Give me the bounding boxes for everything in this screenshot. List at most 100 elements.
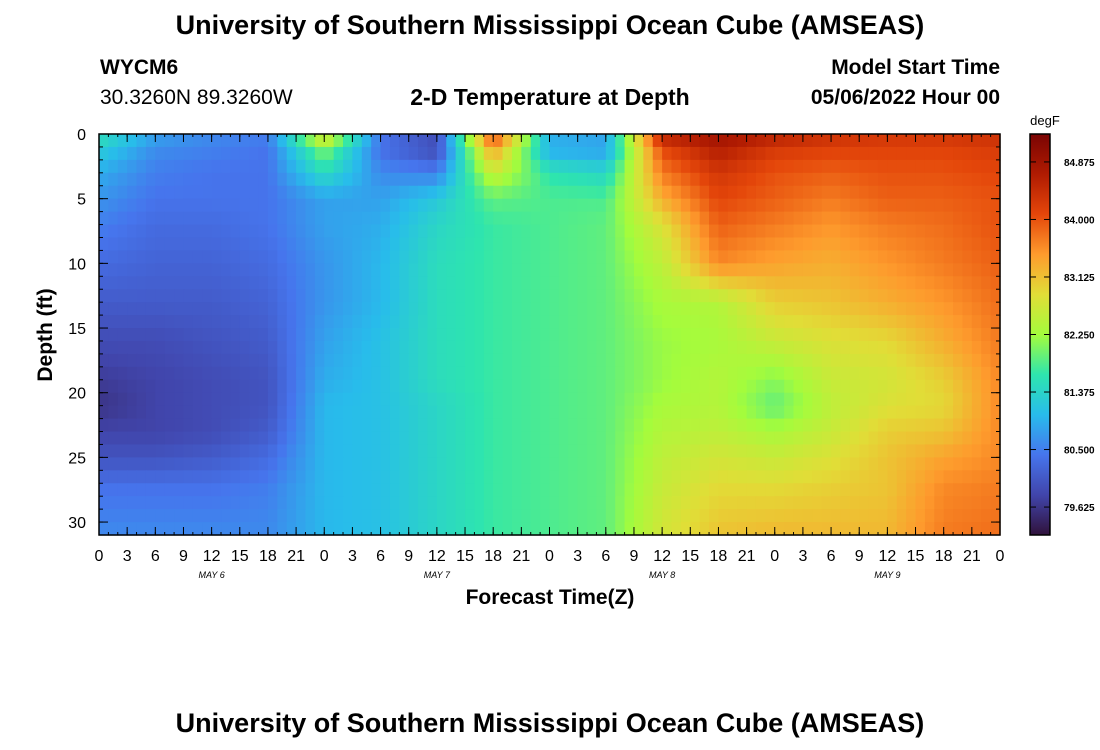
heatmap-cell [633,522,644,536]
heatmap-cell [540,224,551,239]
heatmap-cell [343,496,354,510]
heatmap-cell [521,522,532,536]
heatmap-cell [990,392,1001,407]
heatmap-cell [286,328,297,342]
heatmap-cell [671,134,682,148]
heatmap-cell [774,431,785,446]
heatmap-cell [483,134,494,148]
heatmap-cell [737,211,748,226]
heatmap-cell [211,379,222,394]
heatmap-cell [831,237,842,252]
heatmap-cell [164,431,175,446]
heatmap-cell [718,224,729,239]
heatmap-cell [511,340,522,355]
heatmap-cell [971,134,982,148]
heatmap-cell [981,263,992,277]
heatmap-cell [662,457,673,471]
heatmap-cell [371,522,382,536]
heatmap-cell [549,470,560,484]
heatmap-cell [587,159,598,174]
heatmap-cell [896,496,907,510]
heatmap-cell [605,276,616,290]
heatmap-cell [549,134,560,148]
heatmap-cell [699,431,710,446]
heatmap-cell [831,366,842,381]
heatmap-cell [896,483,907,497]
heatmap-cell [662,509,673,523]
heatmap-cell [662,392,673,407]
heatmap-cell [324,159,335,174]
x-tick-label: 0 [320,548,329,565]
heatmap-cell [877,340,888,355]
heatmap-cell [192,340,203,355]
heatmap-cell [906,328,917,342]
heatmap-cell [286,134,297,148]
heatmap-cell [521,392,532,407]
heatmap-cell [521,444,532,458]
heatmap-cell [145,340,156,355]
heatmap-cell [587,134,598,148]
heatmap-cell [324,483,335,497]
heatmap-cell [183,134,194,148]
heatmap-cell [662,483,673,497]
heatmap-cell [99,198,109,213]
heatmap-cell [568,146,579,161]
heatmap-cell [408,483,419,497]
heatmap-cell [446,483,457,497]
heatmap-cell [821,172,832,187]
heatmap-cell [511,392,522,407]
heatmap-cell [990,315,1001,329]
heatmap-cell [877,496,888,510]
heatmap-cell [211,405,222,420]
heatmap-cell [812,353,823,368]
heatmap-cell [174,405,185,420]
heatmap-cell [784,302,795,316]
heatmap-cell [239,353,250,368]
heatmap-cell [615,366,626,381]
heatmap-cell [108,328,119,342]
heatmap-cell [371,185,382,200]
heatmap-cell [971,379,982,394]
heatmap-cell [164,418,175,433]
heatmap-cell [755,418,766,433]
heatmap-cell [446,146,457,161]
heatmap-cell [502,134,513,148]
heatmap-cell [117,302,128,316]
heatmap-cell [887,224,898,239]
heatmap-cell [108,340,119,355]
heatmap-cell [465,224,476,239]
heatmap-cell [371,134,382,148]
heatmap-cell [587,276,598,290]
heatmap-cell [267,211,278,226]
heatmap-cell [408,444,419,458]
heatmap-cell [324,353,335,368]
heatmap-cell [587,457,598,471]
heatmap-cell [962,211,973,226]
heatmap-cell [314,418,325,433]
heatmap-cell [155,250,166,264]
heatmap-cell [343,405,354,420]
heatmap-cell [915,134,926,148]
heatmap-cell [446,237,457,252]
heatmap-cell [971,509,982,523]
heatmap-cell [286,159,297,174]
heatmap-cell [267,392,278,407]
heatmap-cell [296,392,307,407]
heatmap-cell [709,289,720,303]
heatmap-cell [934,392,945,407]
heatmap-cell [202,418,213,433]
heatmap-cell [249,250,260,264]
heatmap-cell [267,431,278,446]
heatmap-cell [915,405,926,420]
heatmap-cell [802,431,813,446]
heatmap-cell [596,185,607,200]
heatmap-cell [971,315,982,329]
heatmap-cell [192,315,203,329]
heatmap-cell [314,366,325,381]
x-tick-label: 18 [484,548,502,565]
heatmap-cell [521,198,532,213]
heatmap-cell [455,392,466,407]
heatmap-cell [474,470,485,484]
heatmap-cell [821,418,832,433]
heatmap-cell [755,211,766,226]
